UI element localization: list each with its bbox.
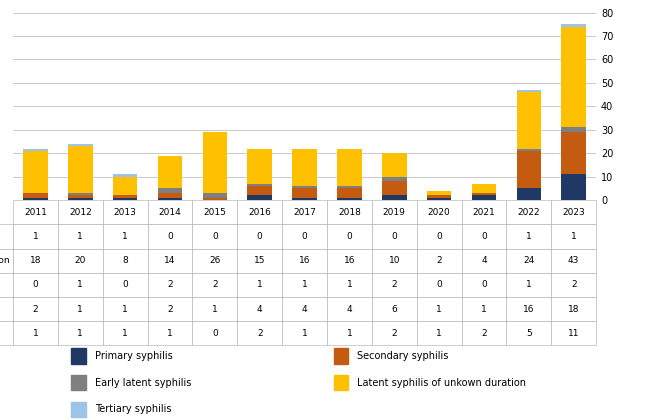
Text: Primary syphilis: Primary syphilis (95, 351, 172, 361)
Bar (382, 195, 407, 200)
Bar (561, 26, 586, 127)
Bar (23, 198, 48, 200)
Bar (472, 184, 496, 193)
FancyBboxPatch shape (71, 375, 86, 391)
Bar (561, 127, 586, 132)
Bar (427, 195, 452, 198)
Bar (68, 195, 93, 198)
Bar (23, 149, 48, 151)
Bar (157, 155, 182, 189)
Bar (472, 195, 496, 200)
Bar (516, 90, 541, 92)
Bar (157, 198, 182, 200)
Bar (472, 193, 496, 195)
Bar (561, 132, 586, 174)
Bar (68, 146, 93, 193)
Bar (561, 174, 586, 200)
Bar (292, 186, 317, 189)
Bar (292, 189, 317, 198)
Bar (516, 151, 541, 189)
Bar (427, 191, 452, 195)
Text: Early latent syphilis: Early latent syphilis (95, 378, 191, 388)
Bar (337, 189, 362, 198)
Bar (337, 186, 362, 189)
Bar (382, 181, 407, 195)
Bar (561, 24, 586, 26)
Bar (113, 177, 137, 195)
Bar (157, 193, 182, 198)
Bar (292, 149, 317, 186)
Bar (23, 193, 48, 198)
Bar (113, 198, 137, 200)
Bar (516, 189, 541, 200)
Bar (382, 177, 407, 181)
Bar (113, 195, 137, 198)
Bar (68, 144, 93, 146)
Bar (337, 198, 362, 200)
Bar (202, 132, 227, 193)
FancyBboxPatch shape (71, 402, 86, 417)
Bar (23, 151, 48, 193)
Bar (68, 193, 93, 195)
Bar (292, 198, 317, 200)
Bar (202, 198, 227, 200)
FancyBboxPatch shape (334, 348, 349, 364)
Text: Secondary syphilis: Secondary syphilis (357, 351, 448, 361)
Bar (248, 149, 272, 184)
FancyBboxPatch shape (71, 348, 86, 364)
Bar (248, 186, 272, 195)
Bar (113, 174, 137, 177)
Bar (337, 149, 362, 186)
Bar (516, 92, 541, 149)
Bar (382, 153, 407, 177)
FancyBboxPatch shape (334, 375, 349, 391)
Bar (516, 149, 541, 151)
Text: Latent syphilis of unkown duration: Latent syphilis of unkown duration (357, 378, 526, 388)
Bar (202, 193, 227, 198)
Bar (157, 189, 182, 193)
Text: Tertiary syphilis: Tertiary syphilis (95, 404, 171, 415)
Bar (248, 184, 272, 186)
Bar (248, 195, 272, 200)
Bar (427, 198, 452, 200)
Bar (68, 198, 93, 200)
